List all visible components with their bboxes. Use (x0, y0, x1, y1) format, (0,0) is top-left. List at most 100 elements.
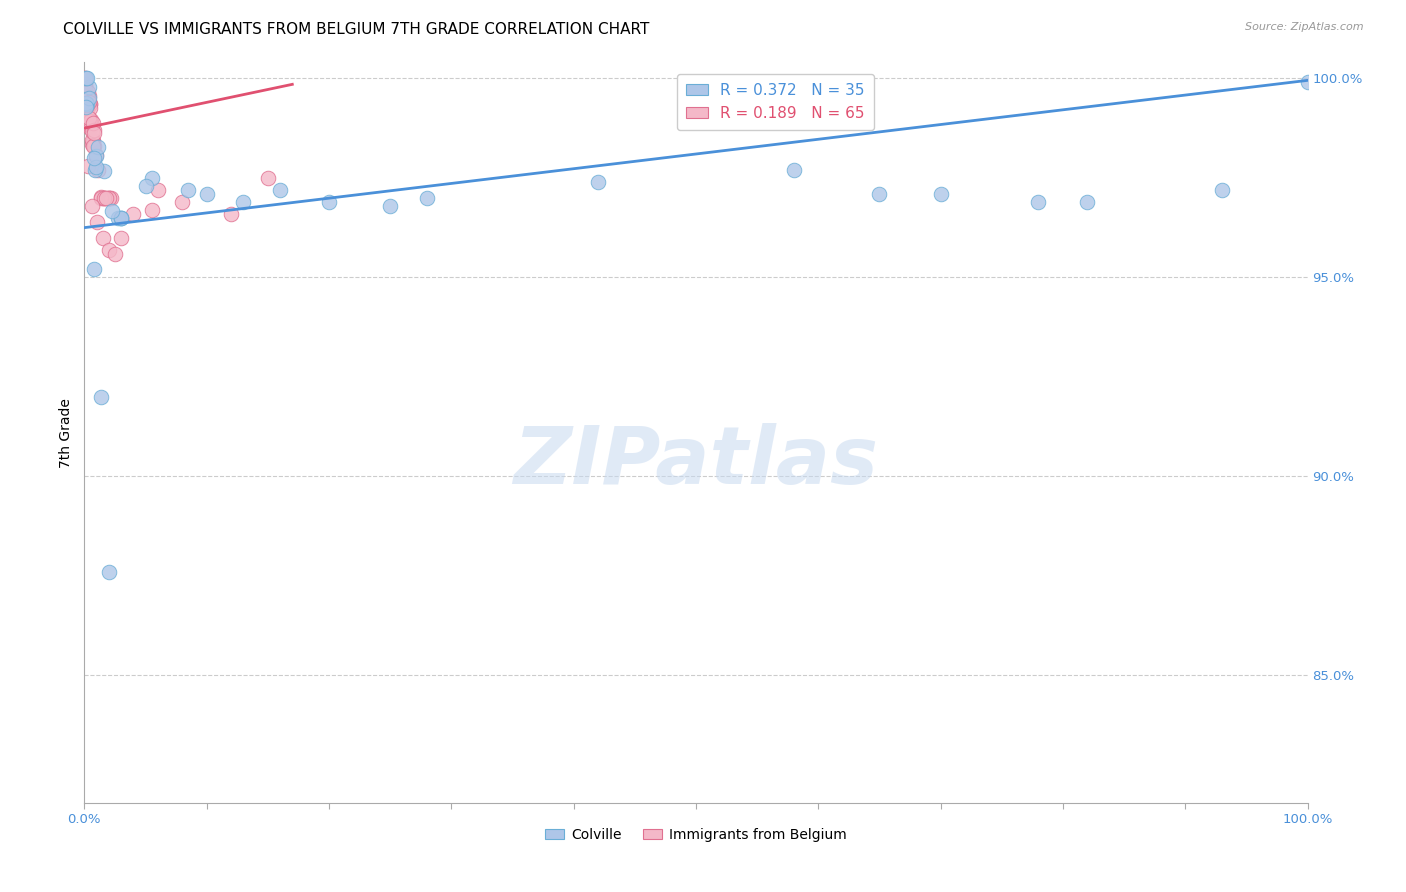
Point (177, 183, 200, 197)
Point (76, 85, 98, 99)
Point (869, 186, 891, 201)
Point (79, 96, 101, 111)
Point (75, 97, 97, 112)
Point (87, 162, 110, 177)
Point (76, 101, 98, 115)
Point (122, 207, 145, 221)
Point (110, 230, 132, 244)
Point (82, 118, 104, 132)
Point (73, 85, 96, 99)
Point (1028, 194, 1050, 209)
Point (101, 204, 124, 219)
Point (73, 78, 96, 93)
Point (83, 138, 105, 153)
Point (97, 191, 120, 205)
Point (84, 160, 107, 174)
Point (172, 194, 194, 209)
Point (219, 207, 242, 221)
Point (97, 243, 120, 257)
Point (110, 211, 132, 225)
Point (73, 82, 96, 96)
Point (82, 134, 104, 148)
Point (82, 116, 104, 130)
Point (84, 163, 107, 178)
Point (75, 100, 97, 114)
Point (77, 79, 100, 94)
Point (269, 183, 291, 197)
Legend: Colville, Immigrants from Belgium: Colville, Immigrants from Belgium (540, 822, 852, 847)
Point (98, 191, 121, 205)
Text: COLVILLE VS IMMIGRANTS FROM BELGIUM 7TH GRADE CORRELATION CHART: COLVILLE VS IMMIGRANTS FROM BELGIUM 7TH … (63, 22, 650, 37)
Y-axis label: 7th Grade: 7th Grade (59, 398, 73, 467)
Point (79, 112, 101, 126)
Point (77, 112, 100, 127)
Point (75, 95, 97, 110)
Point (87, 140, 110, 154)
Point (82, 124, 104, 138)
Point (73, 79, 96, 94)
Point (141, 202, 163, 217)
Point (135, 178, 157, 193)
Point (195, 186, 218, 201)
Point (77, 91, 100, 105)
Point (1296, 75, 1319, 89)
Point (84, 149, 107, 163)
Point (91, 191, 114, 205)
Point (104, 246, 127, 260)
Point (110, 211, 132, 225)
Point (82, 134, 104, 148)
Point (80, 112, 103, 127)
Point (93, 191, 115, 205)
Point (75, 82, 97, 96)
Point (83, 126, 105, 140)
Point (79, 118, 101, 132)
Point (90, 190, 112, 204)
Point (96, 191, 118, 205)
Point (257, 170, 280, 185)
Point (79, 96, 101, 111)
Point (76, 97, 98, 112)
Point (318, 194, 340, 209)
Point (76, 96, 98, 111)
Point (76, 91, 98, 105)
Point (91, 230, 114, 244)
Point (83, 123, 105, 137)
Point (80, 199, 103, 213)
Point (783, 162, 806, 177)
Point (84, 148, 107, 162)
Point (93, 191, 115, 205)
Point (73, 78, 96, 92)
Point (110, 211, 132, 225)
Point (77, 88, 100, 103)
Point (107, 211, 129, 225)
Point (75, 71, 97, 86)
Point (232, 194, 254, 209)
Point (76, 88, 98, 103)
Point (76, 71, 98, 86)
Text: Source: ZipAtlas.com: Source: ZipAtlas.com (1246, 22, 1364, 32)
Point (79, 114, 101, 128)
Point (416, 191, 439, 205)
Point (141, 170, 163, 185)
Point (75, 84, 97, 98)
Point (98, 191, 121, 205)
Point (1076, 194, 1098, 209)
Point (146, 183, 169, 197)
Point (586, 175, 609, 189)
Point (90, 191, 112, 205)
Point (77, 95, 100, 109)
Point (79, 118, 101, 132)
Point (80, 137, 103, 152)
Text: ZIPatlas: ZIPatlas (513, 423, 879, 501)
Point (82, 138, 104, 153)
Point (82, 133, 104, 147)
Point (83, 262, 105, 277)
Point (93, 164, 115, 178)
Point (73, 71, 96, 86)
Point (90, 390, 112, 404)
Point (86, 214, 108, 228)
Point (79, 121, 101, 136)
Point (94, 191, 117, 205)
Point (380, 199, 402, 213)
Point (97, 565, 120, 579)
